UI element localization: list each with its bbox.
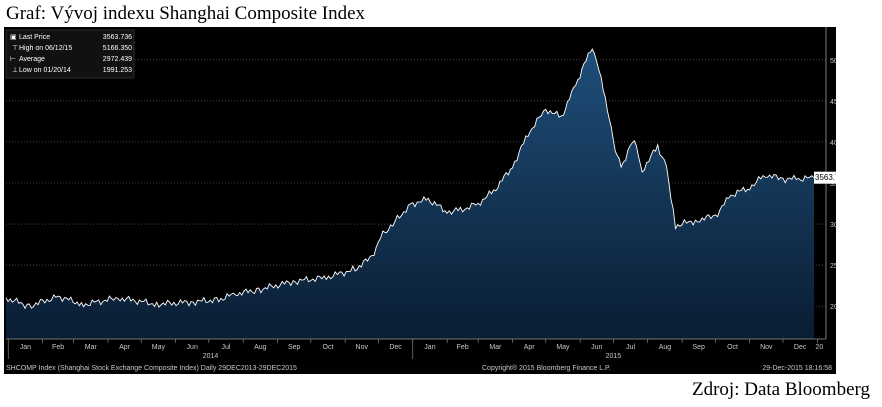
- x-axis: Jan Feb Mar Apr May Jun Jul Aug Sep Oct Nov Dec Jan F…: [6, 338, 826, 360]
- x-tick-label: Apr: [524, 344, 536, 351]
- x-tick-label: Mar: [489, 344, 502, 351]
- high-marker-icon: ⊤: [12, 45, 18, 52]
- x-tick-label: Oct: [323, 344, 334, 351]
- last-price-tag-box: [814, 171, 836, 184]
- x-tick-label: Jan: [20, 344, 31, 351]
- x-tick-label: Mar: [85, 344, 98, 351]
- x-tick-label: May: [556, 344, 570, 351]
- legend-value: 3563.736: [103, 34, 132, 41]
- x-tick-label: Dec: [794, 344, 807, 351]
- y-tick-label: 2500: [830, 263, 836, 270]
- area-series: [5, 48, 815, 339]
- legend: ▣ Last Price 3563.736 ⊤ High on 06/12/15…: [5, 29, 135, 79]
- chart-panel: 2000 2500 3000 3500 4000 4500 5000 Jan Feb Mar Ap…: [4, 27, 836, 374]
- source-credit: Zdroj: Data Bloomberg: [691, 379, 870, 400]
- area-fill: [6, 49, 814, 339]
- legend-label: Last Price: [19, 34, 50, 41]
- chart-footer: SHCOMP Index (Shanghai Stock Exchange Co…: [6, 364, 832, 372]
- x-tick-label: Jul: [626, 344, 635, 351]
- legend-value: 5166.350: [103, 45, 132, 52]
- low-marker-icon: ⊥: [12, 67, 18, 74]
- x-tick-label: Nov: [356, 344, 369, 351]
- legend-value: 1991.253: [103, 67, 132, 74]
- y-tick-label: 3000: [830, 222, 836, 229]
- x-tick-label: Dec: [389, 344, 402, 351]
- x-tick-label: Jan: [424, 344, 435, 351]
- x-tick-label: Aug: [659, 344, 672, 351]
- x-tick-label: Jul: [222, 344, 231, 351]
- x-tick-label: Sep: [692, 344, 705, 351]
- chart-caption: Graf: Vývoj indexu Shanghai Composite In…: [6, 3, 366, 24]
- x-tick-label: Nov: [760, 344, 773, 351]
- x-tick-label: Jun: [591, 344, 602, 351]
- legend-value: 2972.439: [103, 56, 132, 63]
- legend-label: High on 06/12/15: [19, 45, 72, 52]
- y-tick-label: 4000: [830, 140, 836, 147]
- price-chart: 2000 2500 3000 3500 4000 4500 5000 Jan Feb Mar Ap…: [5, 27, 836, 372]
- y-tick-label: 2000: [830, 304, 836, 311]
- legend-label: Low on 01/20/14: [19, 67, 71, 74]
- x-tick-label: 20: [815, 344, 823, 351]
- y-tick-label: 5000: [830, 58, 836, 65]
- x-year-label: 2014: [203, 353, 219, 360]
- y-tick-label: 4500: [830, 99, 836, 106]
- average-line-icon: ⊢: [10, 56, 16, 63]
- x-tick-label: Oct: [727, 344, 738, 351]
- last-price-tag: 3563.736: [814, 171, 836, 184]
- footer-security: SHCOMP Index (Shanghai Stock Exchange Co…: [6, 365, 297, 372]
- x-tick-label: Feb: [52, 344, 64, 351]
- legend-label: Average: [19, 56, 45, 63]
- price-line: [5, 48, 815, 310]
- x-tick-label: Feb: [457, 344, 469, 351]
- x-tick-label: Apr: [119, 344, 131, 351]
- x-tick-label: Sep: [288, 344, 301, 351]
- footer-copyright: Copyright® 2015 Bloomberg Finance L.P.: [482, 364, 611, 372]
- y-tick-label: 3500: [830, 181, 836, 188]
- legend-box: [5, 29, 135, 79]
- last-price-tag-value: 3563.736: [815, 173, 836, 182]
- footer-timestamp: 29-Dec-2015 18:16:58: [762, 365, 832, 372]
- x-tick-label: May: [152, 344, 166, 351]
- x-tick-label: Jun: [187, 344, 198, 351]
- x-tick-label: Aug: [254, 344, 267, 351]
- x-year-label: 2015: [606, 353, 622, 360]
- last-price-icon: ▣: [10, 34, 17, 41]
